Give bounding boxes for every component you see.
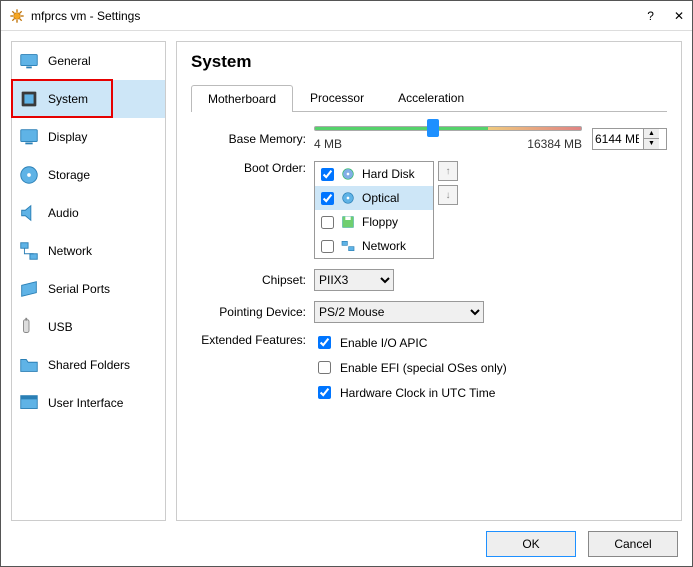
sidebar-item-general[interactable]: General [12,42,165,80]
slider-min: 4 MB [314,137,342,151]
pointing-label: Pointing Device: [191,305,306,319]
footer: OK Cancel [1,521,692,566]
close-button[interactable]: ✕ [674,9,684,23]
boot-item-label: Optical [362,191,399,205]
sidebar-item-label: Shared Folders [48,358,130,372]
chk-io-apic[interactable] [318,336,331,349]
chk-label: Hardware Clock in UTC Time [340,386,495,400]
sidebar-item-label: Serial Ports [48,282,110,296]
sidebar-item-label: System [48,92,88,106]
main-panel: System Motherboard Processor Acceleratio… [176,41,682,521]
sidebar-item-label: Display [48,130,87,144]
tab-acceleration[interactable]: Acceleration [381,84,481,111]
ext-label: Extended Features: [191,333,306,347]
system-icon [18,88,40,110]
serial-icon [18,278,40,300]
boot-order-list[interactable]: Hard Disk Optical Floppy [314,161,434,259]
boot-check-optical[interactable] [321,192,334,205]
gear-icon [9,8,25,24]
network-icon [18,240,40,262]
usb-icon [18,316,40,338]
sidebar-item-label: General [48,54,91,68]
boot-item-harddisk[interactable]: Hard Disk [315,162,433,186]
general-icon [18,50,40,72]
sidebar-item-network[interactable]: Network [12,232,165,270]
tab-processor[interactable]: Processor [293,84,381,111]
sidebar-item-label: User Interface [48,396,123,410]
boot-move-up[interactable]: ↑ [438,161,458,181]
boot-item-optical[interactable]: Optical [315,186,433,210]
sidebar-item-usb[interactable]: USB [12,308,165,346]
audio-icon [18,202,40,224]
chk-label: Enable I/O APIC [340,336,427,350]
boot-item-network[interactable]: Network [315,234,433,258]
cancel-button[interactable]: Cancel [588,531,678,557]
pointing-select[interactable]: PS/2 Mouse [314,301,484,323]
sidebar-item-label: Storage [48,168,90,182]
network-boot-icon [340,238,356,254]
folder-icon [18,354,40,376]
page-title: System [191,52,667,72]
storage-icon [18,164,40,186]
memory-slider[interactable]: 4 MB 16384 MB [314,126,582,151]
boot-check-harddisk[interactable] [321,168,334,181]
display-icon [18,126,40,148]
sidebar-item-ui[interactable]: User Interface [12,384,165,422]
spin-down-icon[interactable]: ▼ [644,139,659,149]
tab-motherboard[interactable]: Motherboard [191,85,293,112]
boot-check-network[interactable] [321,240,334,253]
harddisk-icon [340,166,356,182]
sidebar: General System Display Storage Audio Net… [11,41,166,521]
slider-max: 16384 MB [527,137,582,151]
chipset-select[interactable]: PIIX3 [314,269,394,291]
boot-check-floppy[interactable] [321,216,334,229]
boot-item-floppy[interactable]: Floppy [315,210,433,234]
sidebar-item-system[interactable]: System [12,80,165,118]
help-button[interactable]: ? [647,9,654,23]
chk-efi[interactable] [318,361,331,374]
spin-up-icon[interactable]: ▲ [644,129,659,140]
boot-move-down[interactable]: ↓ [438,185,458,205]
sidebar-item-storage[interactable]: Storage [12,156,165,194]
chk-label: Enable EFI (special OSes only) [340,361,507,375]
memory-spinner[interactable]: ▲▼ [592,128,667,150]
boot-item-label: Floppy [362,215,398,229]
boot-item-label: Hard Disk [362,167,415,181]
window-title: mfprcs vm - Settings [31,9,647,23]
sidebar-item-label: Audio [48,206,79,220]
sidebar-item-shared[interactable]: Shared Folders [12,346,165,384]
sidebar-item-label: Network [48,244,92,258]
sidebar-item-audio[interactable]: Audio [12,194,165,232]
sidebar-item-display[interactable]: Display [12,118,165,156]
base-memory-row: Base Memory: 4 MB 16384 MB ▲▼ [191,126,667,151]
chk-utc[interactable] [318,386,331,399]
base-memory-label: Base Memory: [191,132,306,146]
memory-value[interactable] [593,129,643,149]
tabs: Motherboard Processor Acceleration [191,84,667,112]
boot-order-label: Boot Order: [191,161,306,175]
sidebar-item-serial[interactable]: Serial Ports [12,270,165,308]
chipset-label: Chipset: [191,273,306,287]
ui-icon [18,392,40,414]
settings-window: mfprcs vm - Settings ? ✕ General System … [0,0,693,567]
optical-icon [340,190,356,206]
ok-button[interactable]: OK [486,531,576,557]
sidebar-item-label: USB [48,320,73,334]
boot-item-label: Network [362,239,406,253]
floppy-icon [340,214,356,230]
titlebar: mfprcs vm - Settings ? ✕ [1,1,692,31]
